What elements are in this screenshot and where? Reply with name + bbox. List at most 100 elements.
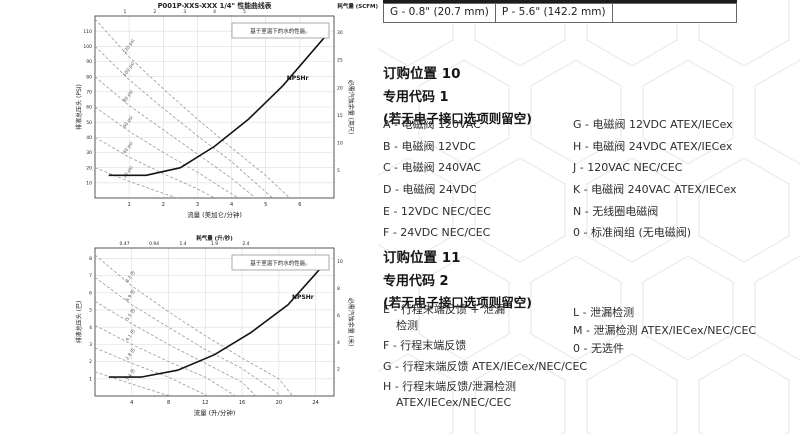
svg-text:100: 100 xyxy=(83,44,92,50)
option-item: H - 电磁阀 24VDC ATEX/IECex xyxy=(573,139,733,153)
svg-text:流量 (美加仑/分钟): 流量 (美加仑/分钟) xyxy=(187,210,242,219)
section-11-note: (若无电子接口选项则留空) xyxy=(383,295,532,310)
option-item: L - 泄漏检测 xyxy=(573,306,635,319)
svg-text:0.94: 0.94 xyxy=(149,241,159,247)
svg-text:排液总压头 (巴): 排液总压头 (巴) xyxy=(75,301,83,344)
section-11-options-right: L - 泄漏检测 M - 泄漏检测 ATEX/IECex/NEC/CEC 0 - 无… xyxy=(573,306,800,361)
svg-text:基于室温下的水的性能。: 基于室温下的水的性能。 xyxy=(250,27,311,35)
svg-text:4: 4 xyxy=(130,400,133,406)
option-item: E - 12VDC NEC/CEC xyxy=(383,204,491,218)
svg-text:3: 3 xyxy=(183,9,186,15)
option-item: M - 泄漏检测 ATEX/IECex/NEC/CEC xyxy=(573,324,757,338)
option-item: F - 24VDC NEC/CEC xyxy=(383,226,491,240)
svg-text:4: 4 xyxy=(337,340,340,346)
svg-text:7: 7 xyxy=(89,273,92,279)
performance-chart-imperial: 1 2 3 4 5 61020304050607080901001105101520253… xyxy=(75,1,378,219)
svg-text:90: 90 xyxy=(86,59,92,65)
section-10-title: 订购位置 10 xyxy=(383,66,461,82)
hexagon-pattern-background xyxy=(378,0,800,434)
svg-text:16: 16 xyxy=(239,400,245,406)
svg-text:15: 15 xyxy=(337,113,343,119)
dimension-cell-p: P - 5.6" (142.2 mm) xyxy=(496,4,613,22)
svg-text:5: 5 xyxy=(264,202,267,208)
svg-text:70: 70 xyxy=(86,89,92,95)
option-item: B - 电磁阀 12VDC xyxy=(383,139,476,153)
svg-text:1: 1 xyxy=(123,9,126,15)
svg-text:流量 (升/分钟): 流量 (升/分钟) xyxy=(194,408,236,417)
svg-text:110: 110 xyxy=(83,29,92,35)
svg-text:必需汽蚀余量 (米): 必需汽蚀余量 (米) xyxy=(347,298,355,347)
svg-text:5: 5 xyxy=(243,9,246,15)
svg-text:2: 2 xyxy=(153,9,156,15)
svg-text:50: 50 xyxy=(86,120,92,126)
svg-text:20: 20 xyxy=(86,165,92,171)
svg-text:10: 10 xyxy=(86,180,92,186)
section-10-options-left: A - 电磁阀 120VAC B - 电磁阀 12VDC C - 电磁阀 240VA… xyxy=(383,118,568,248)
option-item: K - 电磁阀 240VAC ATEX/IECex xyxy=(573,183,737,197)
svg-text:1.9: 1.9 xyxy=(211,241,218,247)
svg-text:10: 10 xyxy=(337,140,343,146)
option-item: 0 - 无选件 xyxy=(573,342,624,356)
svg-text:2: 2 xyxy=(337,367,340,373)
svg-text:4: 4 xyxy=(213,9,216,15)
svg-text:40: 40 xyxy=(86,135,92,141)
section-11-header: 订购位置 11 专用代码 2 (若无电子接口选项则留空) xyxy=(383,246,532,311)
svg-text:1.4: 1.4 xyxy=(179,241,186,247)
section-10-options-right: G - 电磁阀 12VDC ATEX/IECex H - 电磁阀 24VDC AT… xyxy=(573,118,800,248)
svg-text:6: 6 xyxy=(89,290,92,296)
svg-text:1: 1 xyxy=(128,202,131,208)
dimension-cell-empty xyxy=(613,4,736,22)
svg-text:80: 80 xyxy=(86,74,92,80)
section-10-header: 订购位置 10 专用代码 1 (若无电子接口选项则留空) xyxy=(383,62,532,127)
svg-text:25: 25 xyxy=(337,58,343,64)
svg-text:20: 20 xyxy=(337,85,343,91)
svg-text:2.4: 2.4 xyxy=(242,241,249,247)
svg-text:8: 8 xyxy=(337,286,340,292)
svg-text:5: 5 xyxy=(89,308,92,314)
svg-text:排液总压头 (PSI): 排液总压头 (PSI) xyxy=(75,84,83,130)
table-top-border xyxy=(383,0,737,3)
option-item: N - 无线圈电磁阀 xyxy=(573,204,659,218)
svg-text:60: 60 xyxy=(86,105,92,111)
svg-text:30: 30 xyxy=(86,150,92,156)
option-item: C - 电磁阀 240VAC xyxy=(383,161,481,175)
svg-text:5: 5 xyxy=(337,168,340,174)
svg-text:20: 20 xyxy=(276,400,282,406)
svg-text:2: 2 xyxy=(162,202,165,208)
option-item: G - 电磁阀 12VDC ATEX/IECex xyxy=(573,118,733,131)
svg-text:10: 10 xyxy=(337,259,343,265)
svg-text:0.47: 0.47 xyxy=(120,241,130,247)
section-11-title: 订购位置 11 xyxy=(383,250,461,266)
svg-text:30: 30 xyxy=(337,30,343,36)
dimension-table: G - 0.8" (20.7 mm) P - 5.6" (142.2 mm) xyxy=(383,3,737,23)
svg-text:NPSHr: NPSHr xyxy=(287,75,309,82)
svg-text:1: 1 xyxy=(89,376,92,382)
svg-text:耗气量 (升/秒): 耗气量 (升/秒) xyxy=(196,234,233,242)
svg-text:12: 12 xyxy=(202,400,208,406)
svg-text:6: 6 xyxy=(298,202,301,208)
section-11-options-left: E - 行程末端反馈 + 泄漏 检测 F - 行程末端反馈 G - 行程末端反馈 AT… xyxy=(383,303,598,416)
svg-text:基于室温下的水的性能。: 基于室温下的水的性能。 xyxy=(250,259,311,267)
option-item: A - 电磁阀 120VAC xyxy=(383,118,481,131)
svg-text:耗气量 (SCFM): 耗气量 (SCFM) xyxy=(337,2,378,10)
option-item: 0 - 标准阀组 (无电磁阀) xyxy=(573,226,692,240)
svg-text:6: 6 xyxy=(337,313,340,319)
svg-text:必需汽蚀余量 (英尺): 必需汽蚀余量 (英尺) xyxy=(347,80,355,135)
section-10-note: (若无电子接口选项则留空) xyxy=(383,111,532,126)
svg-text:P001P-XXS-XXX 1/4" 性能曲线表: P001P-XXS-XXX 1/4" 性能曲线表 xyxy=(158,1,272,10)
svg-text:3: 3 xyxy=(196,202,199,208)
svg-text:8: 8 xyxy=(89,256,92,262)
svg-text:4: 4 xyxy=(89,325,92,331)
option-item: G - 行程末端反馈 ATEX/IECex/NEC/CEC xyxy=(383,359,588,373)
dimension-cell-g: G - 0.8" (20.7 mm) xyxy=(384,4,496,22)
section-10-subtitle: 专用代码 1 xyxy=(383,90,449,105)
svg-text:8: 8 xyxy=(167,400,170,406)
option-item: H - 行程末端反馈/泄漏检测 ATEX/IECex/NEC/CEC xyxy=(383,379,516,409)
option-item: D - 电磁阀 24VDC xyxy=(383,183,477,197)
svg-text:2: 2 xyxy=(89,359,92,365)
option-item: J - 120VAC NEC/CEC xyxy=(573,161,683,175)
svg-text:24: 24 xyxy=(312,400,318,406)
section-11-subtitle: 专用代码 2 xyxy=(383,274,449,289)
